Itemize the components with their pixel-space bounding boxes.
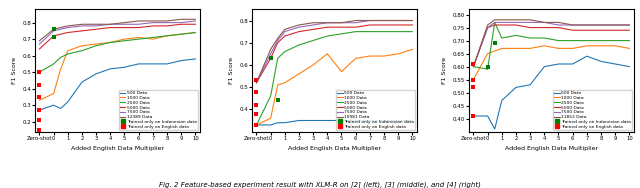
Y-axis label: F1 Score: F1 Score (12, 57, 17, 84)
X-axis label: Added English Data Multiplier: Added English Data Multiplier (288, 146, 381, 151)
X-axis label: Added English Data Multiplier: Added English Data Multiplier (71, 146, 164, 151)
Y-axis label: F1 Score: F1 Score (442, 57, 447, 84)
Legend: 500 Data, 1000 Data, 2500 Data, 5000 Data, 7500 Data, 10981 Data, Trained only o: 500 Data, 1000 Data, 2500 Data, 5000 Dat… (335, 90, 415, 130)
Y-axis label: F1 Score: F1 Score (228, 57, 234, 84)
Legend: 500 Data, 1000 Data, 2500 Data, 5000 Data, 7500 Data, 12389 Data, Trained only o: 500 Data, 1000 Data, 2500 Data, 5000 Dat… (118, 90, 198, 130)
Legend: 500 Data, 1000 Data, 2500 Data, 5000 Data, 7500 Data, 11852 Data, Trained only o: 500 Data, 1000 Data, 2500 Data, 5000 Dat… (552, 90, 632, 130)
X-axis label: Added English Data Multiplier: Added English Data Multiplier (505, 146, 598, 151)
Text: Fig. 2 Feature-based experiment result with XLM-R on [2] (left), [3] (middle), a: Fig. 2 Feature-based experiment result w… (159, 181, 481, 188)
